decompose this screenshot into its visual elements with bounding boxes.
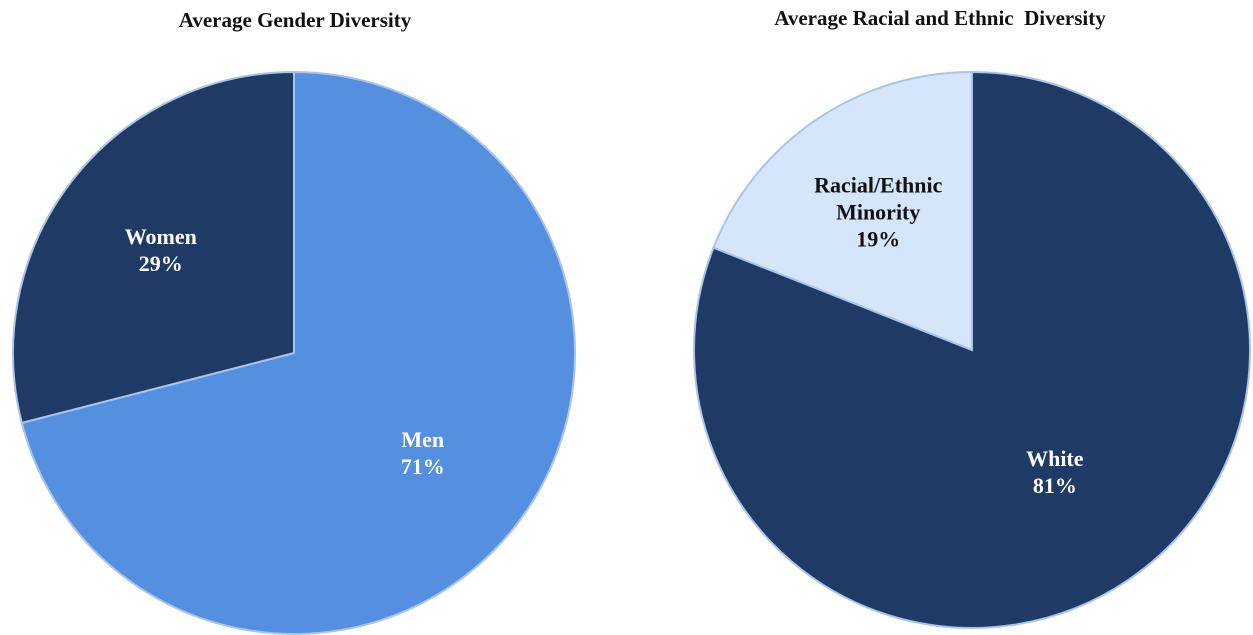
category-label: Men [401, 426, 445, 452]
category-label: White [1026, 445, 1084, 471]
slice-label: Racial/Ethnic Minority 19% [798, 172, 958, 253]
chart-title: Average Racial and Ethnic Diversity [774, 6, 1106, 30]
pie-slice [12, 70, 295, 425]
pie-slice [20, 70, 576, 635]
slice-label: Men 71% [343, 426, 503, 480]
slice-label: Women 29% [81, 223, 241, 277]
value-label: 71% [400, 453, 445, 479]
pie-slice [712, 70, 973, 352]
value-label: 29% [138, 250, 183, 276]
category-label: Racial/Ethnic Minority [814, 172, 943, 225]
value-label: 81% [1032, 472, 1077, 498]
category-label: Women [124, 223, 197, 249]
value-label: 19% [856, 226, 901, 252]
chart-title: Average Gender Diversity [178, 8, 412, 32]
slice-label: White 81% [975, 445, 1135, 499]
